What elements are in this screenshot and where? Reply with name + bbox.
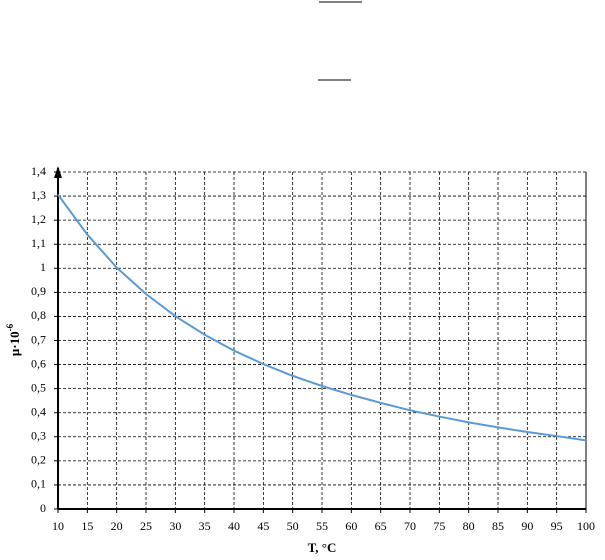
y-tick-label: 0,9	[31, 284, 46, 298]
x-tick-label: 15	[81, 519, 93, 533]
x-tick-label: 45	[257, 519, 269, 533]
y-tick-label: 0,3	[31, 429, 46, 443]
x-tick-label: 20	[111, 519, 123, 533]
y-tick-label: 1,2	[31, 212, 46, 226]
y-tick-label: 0,1	[31, 477, 46, 491]
y-axis-label: μ·10-6	[5, 323, 22, 356]
y-tick-label: 0,5	[31, 380, 46, 394]
y-tick-label: 1	[40, 260, 46, 274]
y-tick-label: 1,3	[31, 188, 46, 202]
x-tick-label: 70	[404, 519, 416, 533]
x-tick-label: 60	[345, 519, 357, 533]
x-tick-label: 40	[228, 519, 240, 533]
x-tick-label: 100	[577, 519, 595, 533]
y-tick-label: 0,2	[31, 453, 46, 467]
x-tick-label: 25	[140, 519, 152, 533]
y-tick-label: 0,4	[31, 404, 46, 418]
x-tick-label: 65	[375, 519, 387, 533]
x-tick-label: 95	[551, 519, 563, 533]
x-tick-label: 30	[169, 519, 181, 533]
y-axis-label-base: μ·10	[7, 331, 22, 356]
y-axis-arrow	[54, 166, 62, 178]
x-tick-label: 55	[316, 519, 328, 533]
y-tick-label: 0,8	[31, 308, 46, 322]
x-tick-label: 10	[52, 519, 64, 533]
y-tick-label: 0	[40, 501, 46, 515]
y-tick-label: 1,4	[31, 164, 46, 178]
x-tick-label: 50	[287, 519, 299, 533]
data-line	[57, 194, 587, 442]
y-tick-label: 1,1	[31, 236, 46, 250]
x-tick-label: 80	[463, 519, 475, 533]
x-tick-label: 90	[521, 519, 533, 533]
x-axis-label: T, °C	[308, 540, 337, 555]
y-axis-label-exponent: -6	[5, 323, 15, 331]
x-tick-label: 75	[433, 519, 445, 533]
x-tick-label: 85	[492, 519, 504, 533]
y-tick-label: 0,6	[31, 356, 46, 370]
y-tick-label: 0,7	[31, 332, 46, 346]
x-tick-label: 35	[199, 519, 211, 533]
